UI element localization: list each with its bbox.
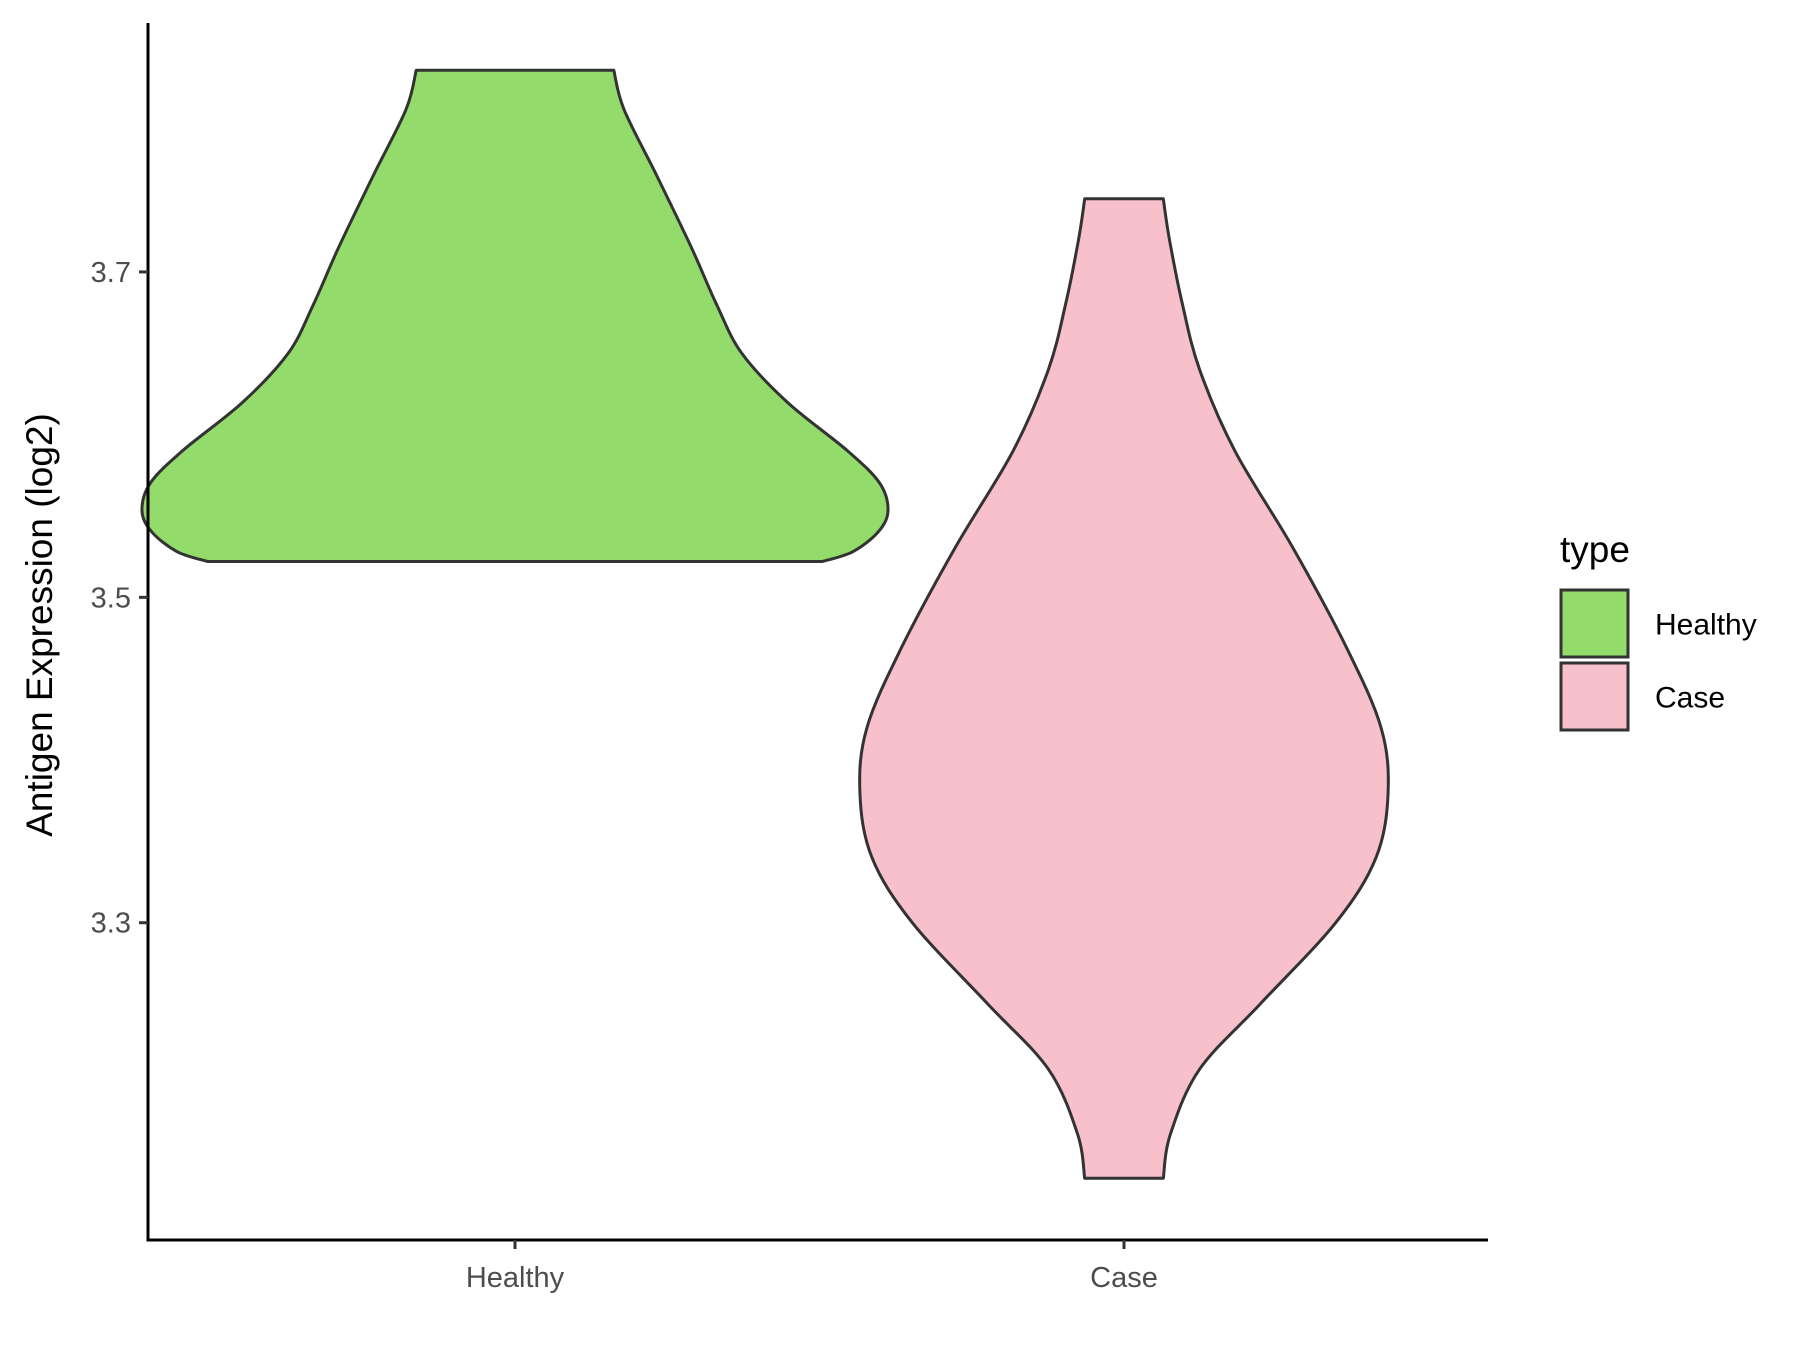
x-tick-label: Case xyxy=(1090,1262,1158,1294)
y-axis-ticks: 3.3 3.5 3.7 xyxy=(91,257,148,940)
y-tick-label: 3.5 xyxy=(91,582,131,614)
legend-items: Healthy Case xyxy=(1559,588,1757,732)
y-tick-label: 3.7 xyxy=(91,257,131,289)
x-tick-label: Healthy xyxy=(466,1262,565,1294)
violin-case xyxy=(858,197,1390,1180)
legend-title: type xyxy=(1560,529,1630,570)
x-axis-ticks: Healthy Case xyxy=(466,1240,1158,1294)
legend-key-case xyxy=(1559,661,1630,732)
violin-healthy xyxy=(140,68,890,563)
violin-group xyxy=(140,68,1390,1180)
legend-label-healthy: Healthy xyxy=(1655,609,1757,642)
legend: type Healthy Case xyxy=(1559,529,1757,732)
legend-key-healthy xyxy=(1559,588,1630,659)
y-tick-label: 3.3 xyxy=(91,908,131,940)
y-axis-title: Antigen Expression (log2) xyxy=(19,413,60,837)
legend-label-case: Case xyxy=(1655,682,1725,715)
